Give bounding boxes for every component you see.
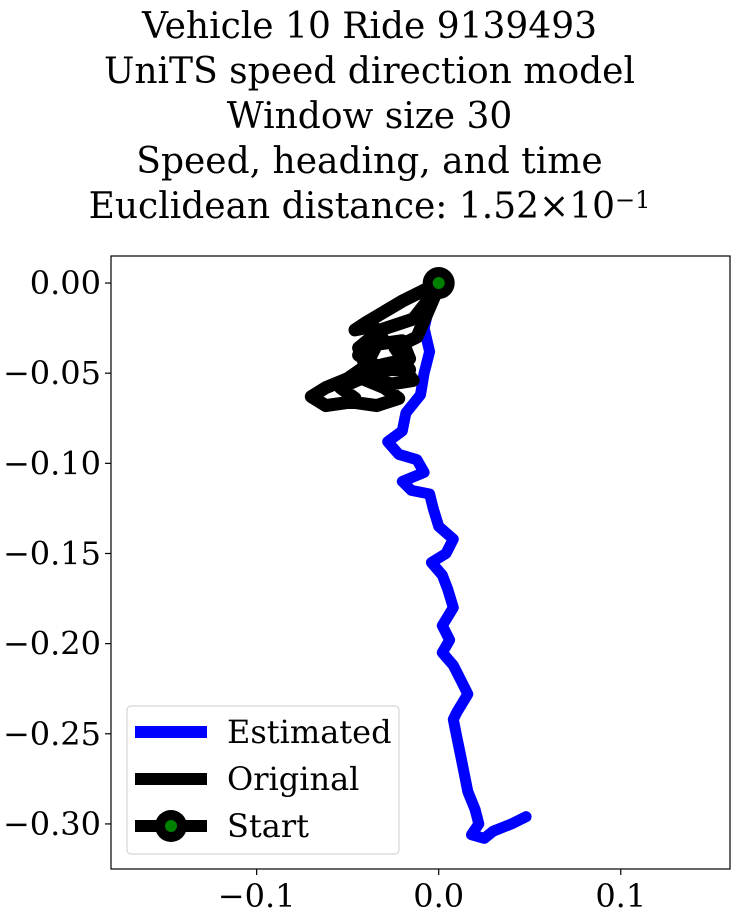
x-tick-label: 0.1 xyxy=(595,877,646,915)
title-line: Window size 30 xyxy=(226,96,513,137)
legend: Estimated Original Start xyxy=(126,705,400,855)
title-line: Vehicle 10 Ride 9139493 xyxy=(141,6,598,47)
legend-box xyxy=(126,705,400,855)
series-layer xyxy=(304,267,532,844)
x-tick-label: −0.1 xyxy=(218,877,296,915)
title-line: Speed, heading, and time xyxy=(136,141,603,182)
x-tick-label: 0.0 xyxy=(413,877,464,915)
y-tick-label: −0.30 xyxy=(3,805,101,843)
distance-times: × xyxy=(539,186,570,227)
distance-label: Euclidean distance: 1.52×10−1 xyxy=(0,184,739,229)
legend-start-marker-center xyxy=(165,820,177,832)
y-tick-label: −0.10 xyxy=(3,444,101,482)
distance-prefix: Euclidean distance: xyxy=(88,186,459,227)
y-tick-label: 0.00 xyxy=(30,264,101,302)
title-line: UniTS speed direction model xyxy=(104,51,635,92)
legend-label-estimated: Estimated xyxy=(227,713,392,751)
ticks-layer: −0.1 0.0 0.1 0.00 −0.05 −0.10 −0.15 −0.20 −0.25 −… xyxy=(3,264,646,915)
y-tick-label: −0.25 xyxy=(3,715,101,753)
legend-label-original: Original xyxy=(227,760,359,798)
start-marker-center xyxy=(432,277,445,290)
distance-base: 10 xyxy=(569,186,616,227)
distance-mantissa: 1.52 xyxy=(458,186,540,227)
plot-frame xyxy=(110,255,731,870)
distance-exponent: −1 xyxy=(615,186,651,214)
y-tick-label: −0.05 xyxy=(3,354,101,392)
series-line-original xyxy=(304,276,446,413)
legend-label-start: Start xyxy=(227,807,309,845)
chart-title: Vehicle 10 Ride 9139493 UniTS speed dire… xyxy=(0,4,739,229)
series-line-estimated xyxy=(382,277,532,844)
y-tick-label: −0.15 xyxy=(3,534,101,572)
y-tick-label: −0.20 xyxy=(3,625,101,663)
